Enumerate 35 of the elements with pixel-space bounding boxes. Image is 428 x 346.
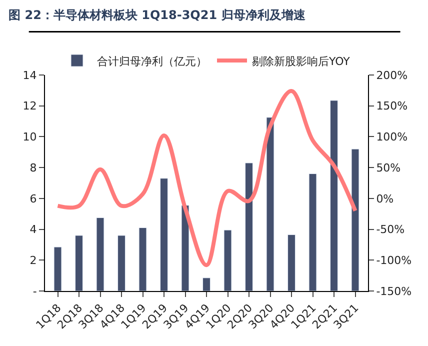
bar	[96, 217, 104, 291]
y2-tick-label: -50%	[376, 223, 405, 236]
bar	[160, 178, 168, 291]
y-tick-label: 4	[30, 223, 37, 236]
y-tick-label: 12	[22, 100, 37, 113]
y-tick-label: 14	[22, 68, 37, 82]
bar	[224, 230, 232, 291]
bar	[181, 205, 190, 291]
y2-tick-label: 0%	[376, 192, 394, 206]
bar	[118, 235, 126, 291]
y-tick-label: 8	[30, 161, 37, 174]
bar	[330, 100, 338, 291]
bar	[75, 235, 83, 291]
bar	[138, 227, 147, 291]
bar	[245, 162, 253, 291]
bar	[288, 234, 296, 291]
y-tick-label: -	[32, 284, 37, 298]
chart-title: 图 22：半导体材料板块 1Q18-3Q21 归母净利及增速	[8, 8, 306, 22]
y2-tick-label: 100%	[376, 130, 408, 144]
legend-label: 剔除新股影响后YOY	[252, 54, 350, 68]
y2-tick-label: 200%	[376, 68, 408, 82]
bar	[308, 173, 317, 291]
y2-tick-label: -150%	[376, 284, 412, 298]
line-series	[56, 89, 358, 268]
bar	[54, 246, 62, 291]
y-tick-label: 2	[30, 254, 37, 267]
y-tick-label: 10	[22, 130, 37, 144]
legend-label: 合计归母净利（亿元）	[97, 54, 207, 68]
bar	[202, 278, 210, 291]
y2-tick-label: 50%	[376, 161, 401, 174]
bar	[351, 148, 360, 291]
y2-tick-label: -100%	[376, 254, 412, 267]
y-tick-label: 6	[30, 192, 37, 206]
bar	[266, 117, 274, 291]
y2-tick-label: 150%	[376, 100, 408, 113]
